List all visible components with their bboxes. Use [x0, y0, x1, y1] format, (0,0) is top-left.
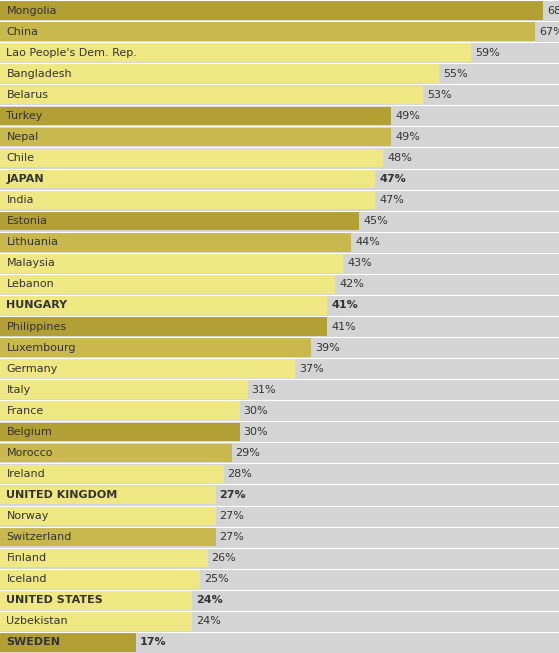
- Bar: [0, 633, 136, 652]
- Text: 17%: 17%: [140, 637, 167, 648]
- Text: 37%: 37%: [300, 364, 324, 374]
- Bar: [0, 507, 216, 526]
- Bar: [0, 212, 359, 231]
- Text: 24%: 24%: [196, 596, 222, 605]
- Bar: [0, 359, 296, 378]
- Text: 68%: 68%: [547, 5, 559, 16]
- Text: 24%: 24%: [196, 616, 220, 626]
- Bar: [0, 43, 471, 62]
- Text: 47%: 47%: [380, 195, 404, 205]
- Bar: [0, 591, 192, 610]
- Bar: [0, 275, 335, 294]
- Text: Turkey: Turkey: [6, 111, 43, 121]
- Bar: [0, 65, 439, 83]
- Bar: [0, 338, 311, 357]
- Text: Nepal: Nepal: [6, 132, 39, 142]
- Text: Chile: Chile: [6, 153, 35, 163]
- Bar: [0, 570, 200, 588]
- Bar: [0, 486, 216, 504]
- Text: 43%: 43%: [347, 259, 372, 268]
- Bar: [0, 381, 248, 399]
- Text: 49%: 49%: [395, 132, 420, 142]
- Text: 59%: 59%: [475, 48, 500, 57]
- Text: Luxembourg: Luxembourg: [6, 343, 76, 353]
- Text: SWEDEN: SWEDEN: [6, 637, 60, 648]
- Text: Philippines: Philippines: [6, 321, 67, 332]
- Text: Iceland: Iceland: [6, 574, 47, 584]
- Text: HUNGARY: HUNGARY: [6, 300, 68, 310]
- Text: Malaysia: Malaysia: [6, 259, 55, 268]
- Text: Germany: Germany: [6, 364, 58, 374]
- Text: UNITED KINGDOM: UNITED KINGDOM: [6, 490, 117, 500]
- Bar: [0, 422, 240, 441]
- Text: Uzbekistan: Uzbekistan: [6, 616, 68, 626]
- Bar: [0, 127, 391, 146]
- Text: 47%: 47%: [380, 174, 406, 184]
- Text: Estonia: Estonia: [6, 216, 48, 226]
- Text: 45%: 45%: [363, 216, 388, 226]
- Text: 30%: 30%: [244, 427, 268, 437]
- Bar: [0, 22, 535, 41]
- Bar: [0, 612, 192, 631]
- Bar: [0, 549, 207, 567]
- Text: Finland: Finland: [6, 553, 46, 563]
- Text: 31%: 31%: [252, 385, 276, 394]
- Bar: [0, 465, 224, 483]
- Text: 25%: 25%: [203, 574, 229, 584]
- Bar: [0, 254, 343, 272]
- Text: 44%: 44%: [356, 237, 380, 247]
- Bar: [0, 170, 375, 188]
- Bar: [0, 106, 391, 125]
- Bar: [0, 149, 383, 167]
- Text: China: China: [6, 27, 39, 37]
- Bar: [0, 233, 352, 251]
- Text: 30%: 30%: [244, 406, 268, 416]
- Text: 28%: 28%: [228, 469, 253, 479]
- Text: Belgium: Belgium: [6, 427, 52, 437]
- Text: Lao People's Dem. Rep.: Lao People's Dem. Rep.: [6, 48, 138, 57]
- Bar: [0, 191, 375, 210]
- Bar: [0, 317, 328, 336]
- Text: 53%: 53%: [427, 90, 452, 100]
- Text: 39%: 39%: [315, 343, 340, 353]
- Text: 29%: 29%: [235, 448, 260, 458]
- Text: Belarus: Belarus: [6, 90, 49, 100]
- Text: Italy: Italy: [6, 385, 31, 394]
- Text: 27%: 27%: [220, 532, 244, 542]
- Text: JAPAN: JAPAN: [6, 174, 44, 184]
- Text: Lebanon: Lebanon: [6, 279, 54, 289]
- Bar: [0, 402, 240, 420]
- Text: 41%: 41%: [331, 300, 358, 310]
- Text: 49%: 49%: [395, 111, 420, 121]
- Text: 26%: 26%: [212, 553, 236, 563]
- Text: France: France: [6, 406, 44, 416]
- Bar: [0, 528, 216, 547]
- Bar: [0, 1, 543, 20]
- Bar: [0, 296, 328, 315]
- Text: Ireland: Ireland: [6, 469, 45, 479]
- Text: Morocco: Morocco: [6, 448, 53, 458]
- Text: Lithuania: Lithuania: [6, 237, 58, 247]
- Text: 42%: 42%: [339, 279, 364, 289]
- Text: 27%: 27%: [220, 511, 244, 521]
- Text: India: India: [6, 195, 34, 205]
- Text: 48%: 48%: [387, 153, 412, 163]
- Text: UNITED STATES: UNITED STATES: [6, 596, 103, 605]
- Text: 27%: 27%: [220, 490, 246, 500]
- Text: Norway: Norway: [6, 511, 49, 521]
- Bar: [0, 86, 423, 104]
- Text: 41%: 41%: [331, 321, 356, 332]
- Text: Mongolia: Mongolia: [6, 5, 57, 16]
- Text: 55%: 55%: [443, 69, 468, 79]
- Bar: [0, 443, 231, 462]
- Text: Bangladesh: Bangladesh: [6, 69, 72, 79]
- Text: 67%: 67%: [539, 27, 559, 37]
- Text: Switzerland: Switzerland: [6, 532, 72, 542]
